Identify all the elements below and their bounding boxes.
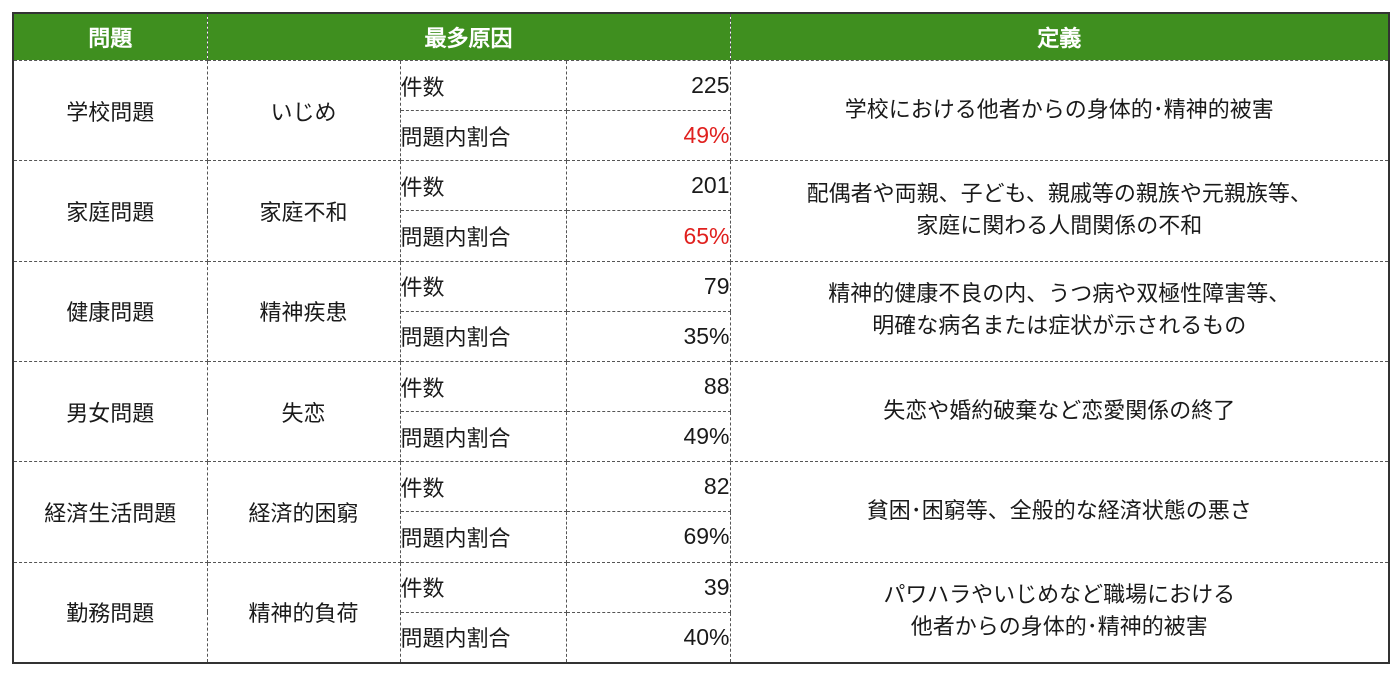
cause-cell: 失恋 xyxy=(206,360,401,463)
definition-cell: 学校における他者からの身体的･精神的被害 xyxy=(729,59,1390,162)
cause-cell: 精神疾患 xyxy=(206,260,401,362)
count-label: 件数 xyxy=(399,160,567,212)
definition-line: パワハラやいじめなど職場における xyxy=(883,583,1236,609)
problem-cell: 健康問題 xyxy=(12,260,208,362)
count-label: 件数 xyxy=(399,360,567,413)
table-body: 学校問題 いじめ 件数 225 学校における他者からの身体的･精神的被害 問題内割合 49%… xyxy=(12,59,1390,664)
share-label: 問題内割合 xyxy=(399,310,567,362)
definition-line: 学校における他者からの身体的･精神的被害 xyxy=(844,97,1274,123)
definition-cell: 精神的健康不良の内、うつ病や双極性障害等、 明確な病名または症状が示されるもの xyxy=(729,260,1390,362)
definition-cell: 失恋や婚約破棄など恋愛関係の終了 xyxy=(729,360,1390,463)
count-value: 39 xyxy=(565,561,731,613)
share-value: 40% xyxy=(565,611,731,664)
cause-cell: 家庭不和 xyxy=(206,160,401,262)
table-row: 学校問題 いじめ 件数 225 学校における他者からの身体的･精神的被害 xyxy=(12,59,1390,162)
table-row: 家庭問題 家庭不和 件数 201 配偶者や両親、子ども、親戚等の親族や元親族等、 家庭に関… xyxy=(12,160,1390,262)
table-row: 健康問題 精神疾患 件数 79 精神的健康不良の内、うつ病や双極性障害等、 明確な病名また… xyxy=(12,260,1390,362)
table-row: 問題内割合 49% xyxy=(13,110,1389,162)
count-value: 225 xyxy=(565,59,731,112)
header-definition: 定義 xyxy=(729,12,1390,61)
share-label: 問題内割合 xyxy=(399,110,567,162)
problem-cell: 家庭問題 xyxy=(12,160,208,262)
share-value: 65% xyxy=(565,210,731,262)
problem-cell: 学校問題 xyxy=(12,59,208,162)
table-row: 勤務問題 精神的負荷 件数 39 パワハラやいじめなど職場における 他者からの身体的･精神… xyxy=(12,561,1390,664)
count-value: 82 xyxy=(565,461,731,513)
count-label: 件数 xyxy=(399,561,567,613)
cause-cell: 精神的負荷 xyxy=(206,561,401,664)
definition-cell: パワハラやいじめなど職場における 他者からの身体的･精神的被害 xyxy=(729,561,1390,664)
table-row: 経済生活問題 経済的困窮 件数 82 貧困･困窮等、全般的な経済状態の悪さ xyxy=(12,461,1390,563)
share-value: 49% xyxy=(565,110,731,162)
share-value: 35% xyxy=(565,310,731,362)
table-row: 男女問題 失恋 件数 88 失恋や婚約破棄など恋愛関係の終了 xyxy=(12,360,1390,463)
share-label: 問題内割合 xyxy=(399,210,567,262)
cause-cell: 経済的困窮 xyxy=(206,461,401,563)
definition-line: 明確な病名または症状が示されるもの xyxy=(872,314,1247,340)
count-value: 88 xyxy=(565,360,731,413)
count-label: 件数 xyxy=(399,461,567,513)
problem-cell: 勤務問題 xyxy=(12,561,208,664)
share-label: 問題内割合 xyxy=(399,411,567,463)
cause-table: 問題 最多原因 定義 学校問題 いじめ 件数 225 学校における他者からの身体的･精神… xyxy=(12,12,1390,664)
share-label: 問題内割合 xyxy=(399,611,567,664)
share-value: 69% xyxy=(565,511,731,563)
definition-line: 貧困･困窮等、全般的な経済状態の悪さ xyxy=(866,498,1252,524)
definition-cell: 配偶者や両親、子ども、親戚等の親族や元親族等、 家庭に関わる人間関係の不和 xyxy=(729,160,1390,262)
header-problem: 問題 xyxy=(12,12,208,61)
definition-line: 家庭に関わる人間関係の不和 xyxy=(916,213,1203,239)
count-label: 件数 xyxy=(399,59,567,112)
definition-line: 精神的健康不良の内、うつ病や双極性障害等、 xyxy=(828,282,1291,308)
cause-cell: いじめ xyxy=(206,59,401,162)
definition-line: 他者からの身体的･精神的被害 xyxy=(910,615,1208,641)
count-label: 件数 xyxy=(399,260,567,312)
share-value: 49% xyxy=(565,411,731,463)
table-row: 問題内割合 40% xyxy=(13,611,1389,664)
definition-line: 配偶者や両親、子ども、親戚等の親族や元親族等、 xyxy=(806,182,1312,208)
share-label: 問題内割合 xyxy=(399,511,567,563)
table-row: 問題内割合 69% xyxy=(13,511,1389,563)
count-value: 201 xyxy=(565,160,731,212)
problem-cell: 経済生活問題 xyxy=(12,461,208,563)
definition-cell: 貧困･困窮等、全般的な経済状態の悪さ xyxy=(729,461,1390,563)
header-row: 問題 最多原因 定義 xyxy=(12,12,1390,61)
table-row: 問題内割合 35% xyxy=(13,310,1389,362)
problem-cell: 男女問題 xyxy=(12,360,208,463)
definition-line: 失恋や婚約破棄など恋愛関係の終了 xyxy=(883,398,1236,424)
header-cause: 最多原因 xyxy=(206,12,731,61)
count-value: 79 xyxy=(565,260,731,312)
